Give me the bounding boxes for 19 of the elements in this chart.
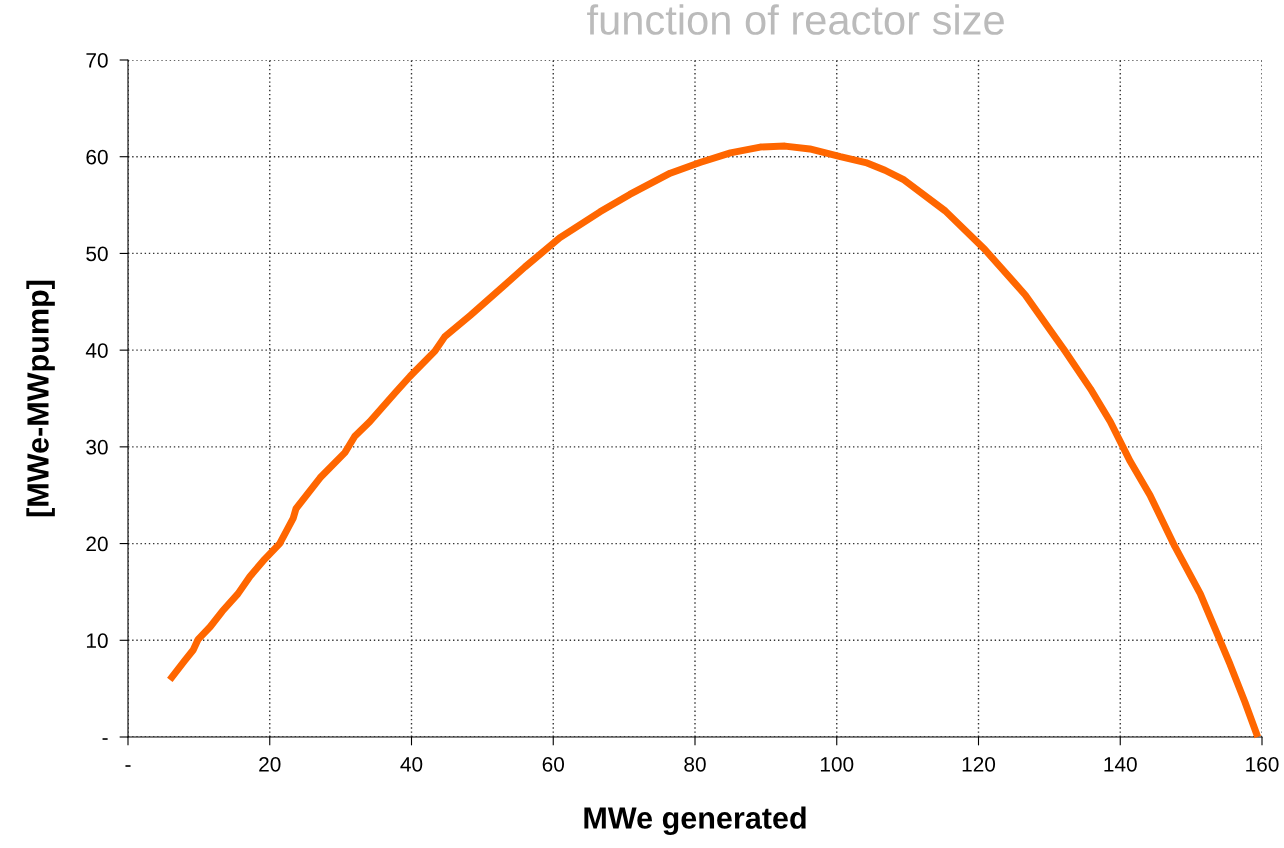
- y-tick-label: 10: [86, 633, 108, 649]
- y-tick-label: 40: [85, 343, 108, 358]
- x-tick-label: 40: [400, 756, 423, 772]
- chart-title: function of reactor size: [587, 4, 1004, 35]
- y-axis-title: [MWe-MWpump]: [26, 280, 55, 517]
- y-tick-label: 50: [86, 246, 108, 262]
- y-tick-label: 20: [86, 536, 108, 552]
- x-tick-label: 100: [820, 756, 854, 772]
- x-tick-label: 20: [259, 756, 281, 772]
- y-tick-label: 70: [86, 53, 108, 68]
- x-tick-label: 60: [542, 756, 565, 772]
- x-tick-label: 80: [684, 756, 706, 772]
- y-tick-label: 60: [86, 149, 108, 165]
- y-tick-label: -: [102, 738, 108, 740]
- x-tick-label: 160: [1246, 756, 1279, 772]
- x-axis-title: MWe generated: [584, 806, 806, 836]
- x-tick-label: 120: [962, 756, 996, 772]
- y-tick-label: 30: [86, 439, 108, 455]
- x-tick-label: 140: [1104, 756, 1137, 772]
